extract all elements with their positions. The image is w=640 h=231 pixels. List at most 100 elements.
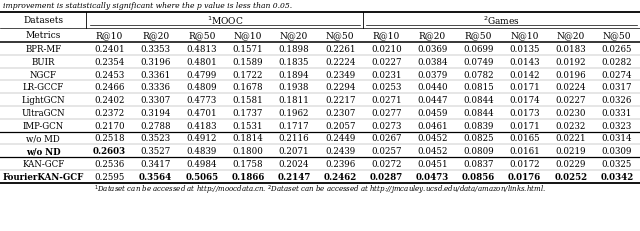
Text: 0.0326: 0.0326 <box>602 96 632 105</box>
Text: 0.4183: 0.4183 <box>186 121 217 130</box>
Text: 0.4801: 0.4801 <box>186 58 217 66</box>
Text: 0.0232: 0.0232 <box>556 121 586 130</box>
Text: 0.0219: 0.0219 <box>556 147 586 156</box>
Text: 0.2147: 0.2147 <box>277 172 311 181</box>
Text: 0.0451: 0.0451 <box>417 159 448 168</box>
Text: 0.0267: 0.0267 <box>371 134 401 143</box>
Text: 0.0172: 0.0172 <box>509 159 540 168</box>
Text: 0.0473: 0.0473 <box>416 172 449 181</box>
Text: 0.0257: 0.0257 <box>371 147 401 156</box>
Text: 0.2401: 0.2401 <box>94 45 125 54</box>
Text: 0.0839: 0.0839 <box>463 121 494 130</box>
Text: 0.2372: 0.2372 <box>95 108 125 117</box>
Text: 0.0309: 0.0309 <box>602 147 632 156</box>
Text: 0.1589: 0.1589 <box>232 58 263 66</box>
Text: 0.0452: 0.0452 <box>417 134 448 143</box>
Text: 0.3196: 0.3196 <box>141 58 171 66</box>
Text: 0.0252: 0.0252 <box>554 172 588 181</box>
Text: 0.0183: 0.0183 <box>556 45 586 54</box>
Text: 0.1898: 0.1898 <box>278 45 309 54</box>
Text: 0.2402: 0.2402 <box>94 96 125 105</box>
Text: R@10: R@10 <box>372 31 400 40</box>
Text: $^{1}$MOOC: $^{1}$MOOC <box>207 15 243 27</box>
Text: 0.0325: 0.0325 <box>602 159 632 168</box>
Text: 0.0173: 0.0173 <box>509 108 540 117</box>
Text: $^{1}$Dataset can be accessed at http://moocdata.cn. $^{2}$Dataset can be access: $^{1}$Dataset can be accessed at http://… <box>94 183 546 196</box>
Text: 0.0265: 0.0265 <box>602 45 632 54</box>
Text: 0.0142: 0.0142 <box>509 70 540 79</box>
Text: 0.2603: 0.2603 <box>93 147 126 156</box>
Text: 0.0379: 0.0379 <box>417 70 447 79</box>
Text: N@10: N@10 <box>234 31 262 40</box>
Text: 0.2354: 0.2354 <box>95 58 125 66</box>
Text: 0.0221: 0.0221 <box>556 134 586 143</box>
Text: 0.2261: 0.2261 <box>325 45 355 54</box>
Text: 0.1814: 0.1814 <box>232 134 263 143</box>
Text: 0.2453: 0.2453 <box>95 70 125 79</box>
Text: 0.0447: 0.0447 <box>417 96 448 105</box>
Text: 0.1678: 0.1678 <box>232 83 263 92</box>
Text: 0.0277: 0.0277 <box>371 108 401 117</box>
Text: 0.0161: 0.0161 <box>509 147 540 156</box>
Text: IMP-GCN: IMP-GCN <box>22 121 64 130</box>
Text: R@50: R@50 <box>188 31 216 40</box>
Text: 0.5065: 0.5065 <box>185 172 218 181</box>
Text: 0.4809: 0.4809 <box>186 83 217 92</box>
Text: 0.0699: 0.0699 <box>463 45 494 54</box>
Text: 0.3307: 0.3307 <box>141 96 171 105</box>
Text: 0.4773: 0.4773 <box>187 96 217 105</box>
Text: 0.0314: 0.0314 <box>602 134 632 143</box>
Text: 0.0837: 0.0837 <box>463 159 494 168</box>
Text: 0.2024: 0.2024 <box>279 159 309 168</box>
Text: 0.0273: 0.0273 <box>371 121 401 130</box>
Text: 0.0782: 0.0782 <box>463 70 494 79</box>
Text: 0.2536: 0.2536 <box>95 159 125 168</box>
Text: N@20: N@20 <box>557 31 585 40</box>
Text: 0.2170: 0.2170 <box>94 121 125 130</box>
Text: 0.0369: 0.0369 <box>417 45 447 54</box>
Text: BUIR: BUIR <box>31 58 55 66</box>
Text: 0.3527: 0.3527 <box>141 147 171 156</box>
Text: 0.2071: 0.2071 <box>279 147 309 156</box>
Text: 0.0227: 0.0227 <box>371 58 401 66</box>
Text: 0.2057: 0.2057 <box>325 121 355 130</box>
Text: 0.3336: 0.3336 <box>141 83 171 92</box>
Text: 0.0165: 0.0165 <box>509 134 540 143</box>
Text: 0.2307: 0.2307 <box>325 108 355 117</box>
Text: Metrics: Metrics <box>26 31 61 40</box>
Text: 0.0143: 0.0143 <box>509 58 540 66</box>
Text: 0.1800: 0.1800 <box>232 147 264 156</box>
Text: 0.0192: 0.0192 <box>556 58 586 66</box>
Text: R@10: R@10 <box>96 31 123 40</box>
Text: $^{2}$Games: $^{2}$Games <box>483 15 520 27</box>
Text: 0.1758: 0.1758 <box>232 159 263 168</box>
Text: 0.1811: 0.1811 <box>278 96 310 105</box>
Text: 0.3361: 0.3361 <box>141 70 171 79</box>
Text: 0.2224: 0.2224 <box>325 58 355 66</box>
Text: 0.0287: 0.0287 <box>370 172 403 181</box>
Text: LightGCN: LightGCN <box>21 96 65 105</box>
Text: 0.1581: 0.1581 <box>232 96 263 105</box>
Text: 0.4799: 0.4799 <box>187 70 217 79</box>
Text: 0.2349: 0.2349 <box>325 70 355 79</box>
Text: 0.1866: 0.1866 <box>231 172 264 181</box>
Text: 0.2462: 0.2462 <box>324 172 357 181</box>
Text: LR-GCCF: LR-GCCF <box>22 83 64 92</box>
Text: 0.0844: 0.0844 <box>463 108 494 117</box>
Text: 0.0749: 0.0749 <box>463 58 494 66</box>
Text: w/o ND: w/o ND <box>26 147 61 156</box>
Text: 0.1571: 0.1571 <box>232 45 263 54</box>
Text: 0.0342: 0.0342 <box>600 172 634 181</box>
Text: 0.0171: 0.0171 <box>509 83 540 92</box>
Text: 0.2595: 0.2595 <box>94 172 125 181</box>
Text: 0.0384: 0.0384 <box>417 58 448 66</box>
Text: 0.1722: 0.1722 <box>233 70 263 79</box>
Text: 0.0271: 0.0271 <box>371 96 402 105</box>
Text: 0.0825: 0.0825 <box>463 134 494 143</box>
Text: 0.0274: 0.0274 <box>602 70 632 79</box>
Text: 0.1737: 0.1737 <box>233 108 263 117</box>
Text: 0.0229: 0.0229 <box>556 159 586 168</box>
Text: N@50: N@50 <box>326 31 355 40</box>
Text: 0.4984: 0.4984 <box>186 159 217 168</box>
Text: 0.3194: 0.3194 <box>141 108 171 117</box>
